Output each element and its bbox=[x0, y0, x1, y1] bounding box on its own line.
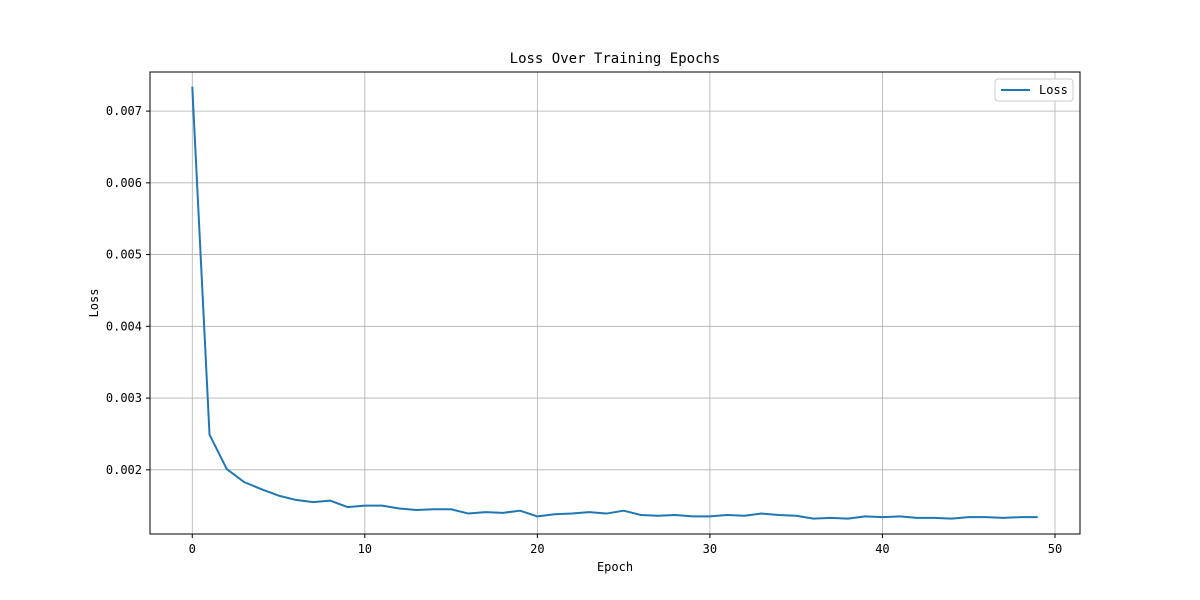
y-tick-label: 0.006 bbox=[106, 176, 142, 190]
legend-box bbox=[994, 78, 1074, 102]
x-tick-label: 50 bbox=[1048, 542, 1062, 556]
grid-lines bbox=[150, 72, 1080, 534]
plot-area bbox=[150, 72, 1080, 534]
series-line-loss bbox=[191, 86, 1038, 520]
x-tick-label: 0 bbox=[189, 542, 196, 556]
legend: Loss bbox=[994, 78, 1074, 102]
x-tick-label: 10 bbox=[358, 542, 372, 556]
y-tick-label: 0.003 bbox=[106, 391, 142, 405]
y-axis-ticks: 0.002 0.003 0.004 0.005 0.006 0.007 bbox=[106, 104, 150, 477]
plot-frame bbox=[149, 71, 1081, 535]
chart-title: Loss Over Training Epochs bbox=[510, 51, 721, 67]
y-axis-title: Loss bbox=[87, 289, 101, 318]
y-tick-label: 0.004 bbox=[106, 319, 142, 333]
y-tick-label: 0.002 bbox=[106, 463, 142, 477]
y-tick-label: 0.007 bbox=[106, 104, 142, 118]
x-tick-label: 40 bbox=[875, 542, 889, 556]
x-axis-ticks: 0 10 20 30 40 50 bbox=[189, 534, 1062, 556]
legend-label-loss: Loss bbox=[1039, 83, 1068, 97]
x-tick-label: 20 bbox=[530, 542, 544, 556]
x-tick-label: 30 bbox=[703, 542, 717, 556]
y-tick-label: 0.005 bbox=[106, 248, 142, 262]
series-layer bbox=[191, 86, 1038, 520]
x-axis-title: Epoch bbox=[597, 560, 633, 574]
